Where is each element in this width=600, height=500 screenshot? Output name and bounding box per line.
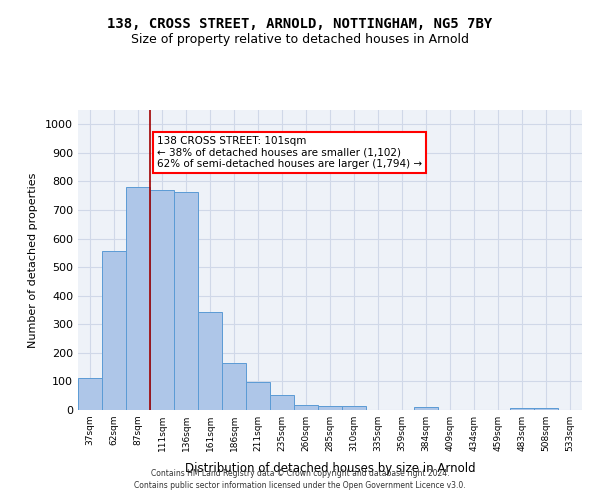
Bar — [270, 395, 294, 410]
Text: 138, CROSS STREET, ARNOLD, NOTTINGHAM, NG5 7BY: 138, CROSS STREET, ARNOLD, NOTTINGHAM, N… — [107, 18, 493, 32]
Bar — [198, 312, 222, 410]
Bar — [102, 251, 126, 410]
Bar — [510, 408, 534, 410]
Bar — [174, 192, 198, 410]
Bar — [246, 382, 270, 410]
Bar — [318, 406, 342, 410]
Bar — [534, 408, 558, 410]
Bar — [294, 405, 318, 410]
Text: 138 CROSS STREET: 101sqm
← 38% of detached houses are smaller (1,102)
62% of sem: 138 CROSS STREET: 101sqm ← 38% of detach… — [157, 136, 422, 169]
Bar — [222, 364, 246, 410]
Text: Size of property relative to detached houses in Arnold: Size of property relative to detached ho… — [131, 32, 469, 46]
Bar — [150, 190, 174, 410]
Bar — [126, 188, 150, 410]
Text: Contains HM Land Registry data © Crown copyright and database right 2024.
Contai: Contains HM Land Registry data © Crown c… — [134, 468, 466, 490]
Y-axis label: Number of detached properties: Number of detached properties — [28, 172, 38, 348]
Bar — [78, 378, 102, 410]
X-axis label: Distribution of detached houses by size in Arnold: Distribution of detached houses by size … — [185, 462, 475, 475]
Bar — [342, 406, 366, 410]
Bar — [414, 406, 438, 410]
